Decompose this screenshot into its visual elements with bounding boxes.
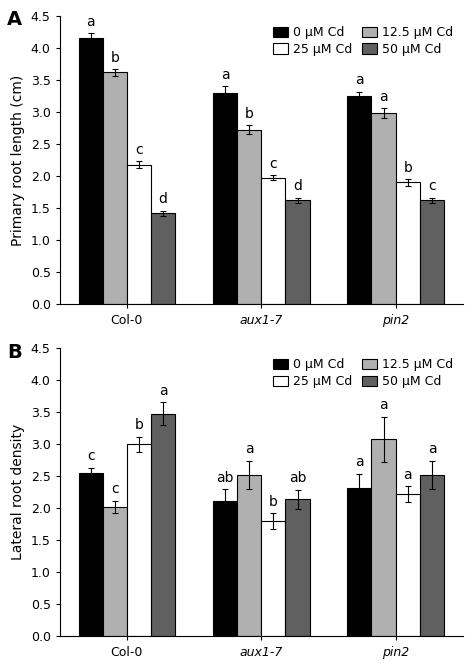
Text: A: A	[7, 10, 22, 29]
Bar	[151, 413, 175, 636]
Text: b: b	[135, 418, 144, 432]
Bar	[347, 96, 372, 304]
Bar	[127, 444, 151, 636]
Bar	[237, 475, 261, 636]
Text: c: c	[87, 450, 94, 464]
Text: c: c	[428, 180, 436, 193]
Bar	[237, 130, 261, 304]
Bar	[79, 473, 103, 636]
Bar	[127, 165, 151, 304]
Text: a: a	[379, 90, 388, 104]
Text: B: B	[7, 342, 22, 362]
Text: a: a	[428, 442, 436, 456]
Bar	[420, 475, 444, 636]
Text: d: d	[293, 180, 302, 193]
Legend: 0 μM Cd, 25 μM Cd, 12.5 μM Cd, 50 μM Cd: 0 μM Cd, 25 μM Cd, 12.5 μM Cd, 50 μM Cd	[269, 22, 456, 60]
Text: a: a	[355, 73, 364, 87]
Bar	[347, 488, 372, 636]
Legend: 0 μM Cd, 25 μM Cd, 12.5 μM Cd, 50 μM Cd: 0 μM Cd, 25 μM Cd, 12.5 μM Cd, 50 μM Cd	[269, 354, 456, 392]
Text: ab: ab	[289, 471, 306, 485]
Bar	[420, 200, 444, 304]
Text: c: c	[135, 143, 143, 157]
Text: b: b	[403, 161, 412, 175]
Text: b: b	[269, 495, 278, 509]
Bar	[79, 38, 103, 304]
Bar	[372, 439, 396, 636]
Text: a: a	[245, 442, 254, 456]
Bar	[285, 200, 310, 304]
Bar	[151, 213, 175, 304]
Bar	[213, 500, 237, 636]
Bar	[213, 93, 237, 304]
Text: ab: ab	[216, 470, 234, 484]
Y-axis label: Lateral root density: Lateral root density	[11, 424, 25, 560]
Text: a: a	[221, 68, 229, 82]
Text: a: a	[159, 384, 167, 397]
Text: a: a	[403, 468, 412, 482]
Y-axis label: Primary root length (cm): Primary root length (cm)	[11, 74, 25, 246]
Bar	[396, 494, 420, 636]
Bar	[261, 178, 285, 304]
Bar	[285, 499, 310, 636]
Bar	[103, 507, 127, 636]
Text: b: b	[110, 51, 119, 65]
Text: c: c	[270, 157, 277, 171]
Bar	[372, 113, 396, 304]
Bar	[103, 72, 127, 304]
Text: d: d	[159, 192, 168, 206]
Text: c: c	[111, 482, 118, 496]
Text: a: a	[379, 398, 388, 412]
Bar	[396, 182, 420, 304]
Bar	[261, 521, 285, 636]
Text: b: b	[245, 107, 254, 121]
Text: a: a	[355, 455, 364, 469]
Text: a: a	[86, 15, 95, 29]
